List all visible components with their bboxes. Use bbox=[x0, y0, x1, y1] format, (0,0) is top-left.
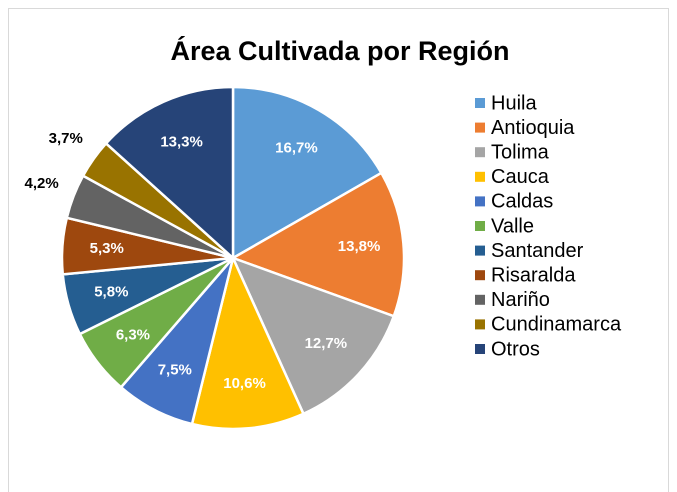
pie-slice bbox=[230, 171, 406, 318]
legend-label: Tolima bbox=[491, 141, 550, 163]
legend-label: Santander bbox=[491, 240, 584, 262]
legend-swatch bbox=[475, 221, 485, 231]
legend-swatch bbox=[475, 196, 485, 207]
legend-label: Huila bbox=[491, 92, 537, 114]
legend-label: Valle bbox=[491, 215, 534, 237]
pie-slice bbox=[104, 85, 235, 261]
chart-title: Área Cultivada por Región bbox=[170, 35, 509, 66]
data-label: 5,3% bbox=[90, 240, 124, 257]
legend-swatch bbox=[475, 147, 485, 158]
legend-label: Otros bbox=[491, 338, 540, 360]
data-label: 10,6% bbox=[223, 375, 266, 392]
data-label: 6,3% bbox=[116, 326, 150, 343]
legend-swatch bbox=[475, 294, 485, 305]
legend-swatch bbox=[475, 171, 485, 182]
legend-swatch bbox=[475, 344, 485, 354]
data-label: 7,5% bbox=[158, 361, 192, 378]
legend-swatch bbox=[475, 122, 485, 133]
data-label: 3,7% bbox=[49, 130, 83, 147]
pie-slice bbox=[231, 85, 384, 261]
data-label: 13,8% bbox=[338, 238, 381, 255]
legend-label: Cauca bbox=[491, 166, 550, 188]
data-label: 13,3% bbox=[160, 133, 203, 150]
legend-label: Nariño bbox=[491, 289, 550, 311]
legend-swatch bbox=[475, 270, 485, 281]
data-label: 5,8% bbox=[94, 284, 128, 301]
pie-slice bbox=[230, 255, 396, 416]
legend-swatch bbox=[475, 245, 485, 256]
legend-label: Caldas bbox=[491, 191, 553, 213]
legend-label: Cundinamarca bbox=[491, 314, 622, 336]
legend-label: Antioquia bbox=[491, 117, 575, 139]
pie-slice bbox=[190, 254, 306, 431]
data-label: 16,7% bbox=[275, 139, 318, 156]
legend-label: Risaralda bbox=[491, 264, 576, 286]
data-label: 12,7% bbox=[305, 335, 348, 352]
data-label: 4,2% bbox=[25, 175, 59, 192]
legend-swatch bbox=[475, 319, 485, 330]
legend-swatch bbox=[475, 98, 485, 108]
